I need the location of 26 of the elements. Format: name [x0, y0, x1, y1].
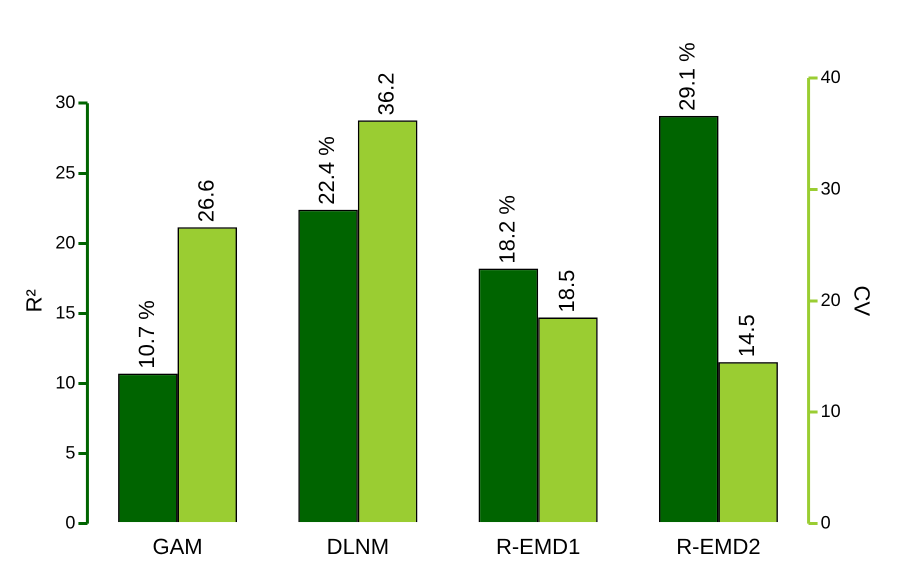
y2-tick-label: 0: [820, 512, 831, 533]
y-tick-label: 20: [55, 232, 76, 252]
data-label: 18.2 %: [494, 195, 520, 264]
y-tick-label: 10: [55, 372, 76, 392]
x-tick-label: R-EMD2: [676, 534, 761, 559]
data-label: 18.5: [554, 270, 579, 313]
x-tick-label: DLNM: [326, 534, 390, 559]
x-tick-label: R-EMD1: [496, 534, 580, 559]
y2-tick-label: 20: [820, 290, 841, 310]
y-tick-label: 5: [65, 442, 76, 463]
y2-axis-title: CV: [850, 286, 875, 316]
y-tick-label: 30: [55, 92, 76, 112]
y2-tick-label: 10: [820, 401, 841, 422]
data-label: 26.6: [193, 179, 218, 222]
y-axis-title: R²: [21, 289, 46, 312]
data-label: 14.5: [734, 314, 760, 358]
y-tick-label: 15: [55, 302, 76, 322]
x-tick-label: GAM: [152, 534, 203, 559]
y2-tick-label: 40: [820, 66, 841, 87]
y-tick-label: 25: [55, 162, 76, 182]
y2-tick-label: 30: [820, 178, 841, 198]
data-label: 22.4 %: [314, 136, 340, 205]
data-label: 36.2: [374, 72, 399, 116]
data-label: 29.1 %: [674, 42, 700, 111]
data-label: 10.7 %: [134, 300, 159, 369]
y-tick-label: 0: [65, 512, 76, 533]
